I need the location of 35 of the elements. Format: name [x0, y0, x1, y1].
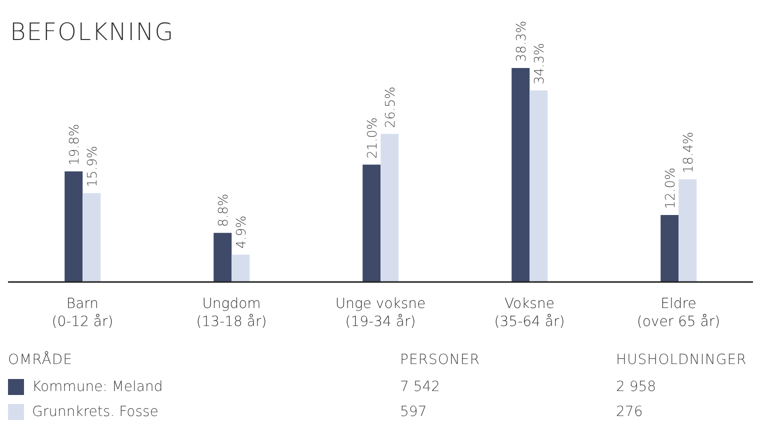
chart-title: BEFOLKNING: [10, 18, 174, 46]
bar: [380, 134, 399, 282]
text: 7 542: [400, 378, 442, 394]
bar: [512, 68, 530, 282]
data-label: 18.4%: [682, 132, 697, 174]
text: 597: [400, 404, 428, 420]
legend-label: Kommune: Meland: [32, 378, 163, 394]
bar: [362, 164, 381, 282]
data-label: 4.9%: [234, 216, 250, 249]
bar: [64, 171, 83, 282]
text: HUSHOLDNINGER: [616, 352, 748, 370]
data-label: 26.5%: [384, 86, 399, 128]
x-tick-label: Eldre (over 65 år): [636, 296, 720, 330]
data-label: 21.0%: [366, 117, 381, 159]
bar: [82, 193, 101, 282]
legend-label: Grunnkrets. Fosse: [32, 404, 158, 420]
text: PERSONER: [400, 352, 481, 370]
x-tick-label: Barn (0-12 år): [52, 296, 114, 330]
legend-title: OMRÅDE: [8, 352, 74, 370]
data-label: 34.3%: [532, 43, 548, 84]
x-tick-label: Ungdom (13-18 år): [196, 296, 267, 330]
data-label: 8.8%: [216, 194, 232, 227]
data-label: 15.9%: [86, 146, 101, 188]
bar: [530, 90, 548, 282]
text: 2 958: [616, 378, 658, 394]
bar: [660, 214, 679, 282]
x-tick-label: Voksne (35-64 år): [494, 296, 565, 330]
bar: [214, 232, 232, 282]
bar: [232, 254, 250, 282]
x-tick-label: Unge voksne (19-34 år): [335, 296, 426, 330]
data-label: 12.0%: [664, 168, 679, 209]
data-label: 38.3%: [514, 20, 530, 62]
data-label: 19.8%: [68, 124, 83, 166]
text: 276: [616, 404, 644, 420]
bar: [678, 179, 697, 282]
